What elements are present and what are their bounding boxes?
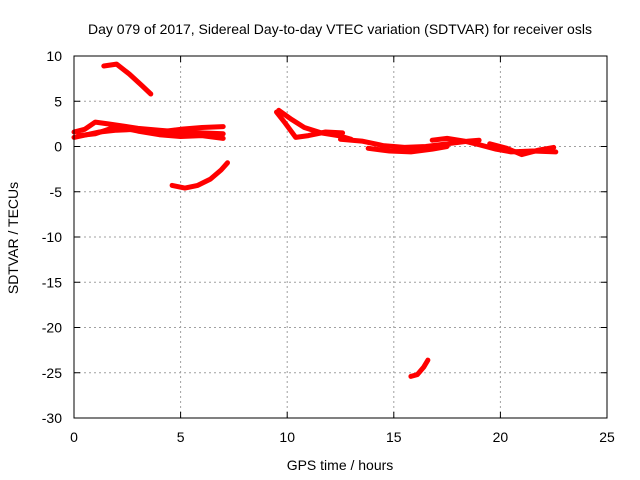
y-tick-label: -25 <box>42 365 62 381</box>
grid-layer <box>74 56 607 418</box>
y-tick-label: -10 <box>42 229 62 245</box>
tick-layer: 0 5 10 15 20 25 -30 -25 -20 -15 -10 -5 0 5 10 <box>42 48 615 445</box>
series-layer <box>71 61 559 379</box>
series-sat-track-01 <box>101 61 154 97</box>
y-tick-label: 5 <box>54 93 62 109</box>
x-axis-label: GPS time / hours <box>287 457 394 473</box>
series-sat-track-11 <box>487 141 557 158</box>
y-axis-label: SDTVAR / TECUs <box>5 182 21 294</box>
x-tick-label: 25 <box>599 429 615 445</box>
x-tick-label: 0 <box>70 429 78 445</box>
series-sat-track-12 <box>408 357 431 379</box>
y-tick-label: 10 <box>46 48 62 64</box>
series-sat-track-09 <box>365 144 450 155</box>
x-tick-label: 5 <box>177 429 185 445</box>
x-tick-label: 15 <box>386 429 402 445</box>
y-tick-label: -30 <box>42 410 62 426</box>
y-tick-label: -20 <box>42 320 62 336</box>
series-sat-track-07 <box>276 107 354 142</box>
series-sat-track-05 <box>169 160 230 191</box>
x-tick-label: 10 <box>279 429 295 445</box>
series-sat-track-04 <box>75 124 226 141</box>
y-tick-label: -15 <box>42 274 62 290</box>
chart-title: Day 079 of 2017, Sidereal Day-to-day VTE… <box>88 21 592 37</box>
x-tick-label: 20 <box>493 429 509 445</box>
y-tick-label: -5 <box>50 184 63 200</box>
y-tick-label: 0 <box>54 139 62 155</box>
